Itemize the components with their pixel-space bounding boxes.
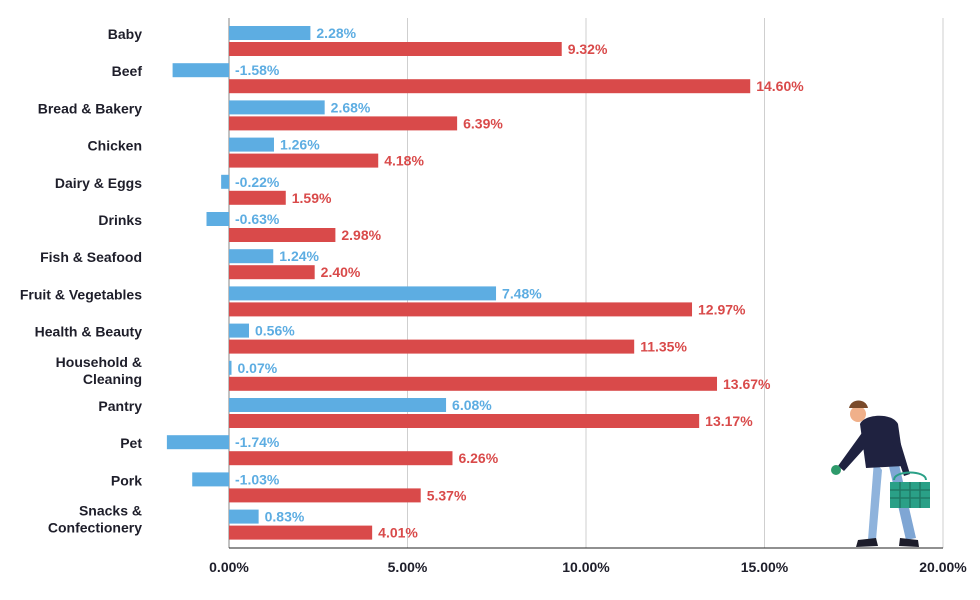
data-label: 11.35% bbox=[640, 339, 687, 355]
data-label: 0.56% bbox=[255, 323, 295, 339]
data-label: 4.01% bbox=[378, 525, 418, 541]
data-label: 2.68% bbox=[331, 99, 371, 115]
label-layer: 2.28% 9.32% Baby -1.58% 14.60% Beef 2.68% 6.39%… bbox=[20, 25, 804, 541]
bar-blue bbox=[166, 435, 229, 450]
category-label: Fruit & Vegetables bbox=[20, 286, 142, 302]
bar-red bbox=[229, 79, 751, 94]
bar-blue bbox=[172, 63, 229, 78]
data-label: -0.22% bbox=[235, 174, 280, 190]
shopper-with-basket-icon bbox=[831, 400, 930, 547]
bar-blue bbox=[229, 100, 325, 115]
data-label: 5.37% bbox=[427, 487, 467, 503]
bar-red bbox=[229, 116, 458, 131]
category-label: Fish & Seafood bbox=[40, 249, 142, 265]
data-label: 1.59% bbox=[292, 190, 332, 206]
bar-red bbox=[229, 228, 336, 242]
x-tick-label: 15.00% bbox=[741, 559, 789, 575]
bar-red bbox=[229, 302, 693, 317]
category-label: Bread & Bakery bbox=[38, 100, 142, 116]
data-label: 6.08% bbox=[452, 397, 492, 413]
bar-red bbox=[229, 488, 421, 503]
x-tick-label: 5.00% bbox=[388, 559, 428, 575]
data-label: 12.97% bbox=[698, 301, 746, 317]
x-tick-label: 0.00% bbox=[209, 559, 249, 575]
data-label: -1.74% bbox=[235, 434, 280, 450]
category-label: Pet bbox=[120, 435, 142, 451]
category-label: Snacks & Confectionery bbox=[48, 503, 142, 536]
bar-blue bbox=[229, 249, 274, 264]
data-label: 13.67% bbox=[723, 376, 771, 392]
bar-red bbox=[229, 376, 718, 391]
bar-red bbox=[229, 525, 373, 540]
data-label: 2.28% bbox=[316, 25, 356, 41]
category-label: Pantry bbox=[98, 398, 142, 414]
bar-red bbox=[229, 265, 315, 280]
axis-layer: 0.00% 5.00% 10.00% 15.00% 20.00% bbox=[209, 547, 967, 575]
bar-red bbox=[229, 451, 453, 466]
bar-blue bbox=[229, 398, 447, 412]
data-label: 0.83% bbox=[265, 509, 305, 525]
bar-blue bbox=[229, 137, 274, 152]
bar-layer bbox=[166, 26, 751, 540]
category-label: Dairy & Eggs bbox=[55, 175, 142, 191]
data-label: 6.26% bbox=[458, 450, 498, 466]
bar-red bbox=[229, 153, 379, 168]
bar-red bbox=[229, 190, 286, 205]
data-label: 13.17% bbox=[705, 413, 753, 429]
data-label: -1.03% bbox=[235, 471, 280, 487]
data-label: 6.39% bbox=[463, 115, 503, 131]
category-label: Baby bbox=[108, 26, 142, 42]
data-label: 14.60% bbox=[756, 78, 804, 94]
x-tick-label: 10.00% bbox=[562, 559, 610, 575]
data-label: 9.32% bbox=[568, 41, 608, 57]
bar-blue bbox=[229, 360, 232, 375]
bar-blue bbox=[229, 509, 259, 524]
bar-blue bbox=[192, 472, 229, 487]
data-label: 0.07% bbox=[237, 360, 277, 376]
data-label: -1.58% bbox=[235, 62, 280, 78]
bar-red bbox=[229, 42, 562, 56]
data-label: 1.26% bbox=[280, 137, 320, 153]
bar-blue bbox=[229, 323, 249, 338]
x-tick-label: 20.00% bbox=[919, 559, 967, 575]
data-label: 1.24% bbox=[279, 248, 319, 264]
bar-blue bbox=[221, 174, 229, 189]
bar-red bbox=[229, 414, 700, 428]
bar-red bbox=[229, 339, 635, 354]
category-label: Drinks bbox=[98, 212, 142, 228]
category-label: Pork bbox=[111, 472, 142, 488]
data-label: -0.63% bbox=[235, 211, 280, 227]
bar-blue bbox=[229, 26, 311, 40]
category-label: Health & Beauty bbox=[35, 324, 143, 340]
category-label: Beef bbox=[112, 63, 143, 79]
bar-blue bbox=[206, 212, 229, 226]
data-label: 2.40% bbox=[321, 264, 361, 280]
category-label: Chicken bbox=[88, 138, 142, 154]
data-label: 2.98% bbox=[341, 227, 381, 243]
data-label: 4.18% bbox=[384, 153, 424, 169]
category-label: Household & Cleaning bbox=[56, 354, 142, 387]
data-label: 7.48% bbox=[502, 285, 542, 301]
bar-blue bbox=[229, 286, 497, 301]
